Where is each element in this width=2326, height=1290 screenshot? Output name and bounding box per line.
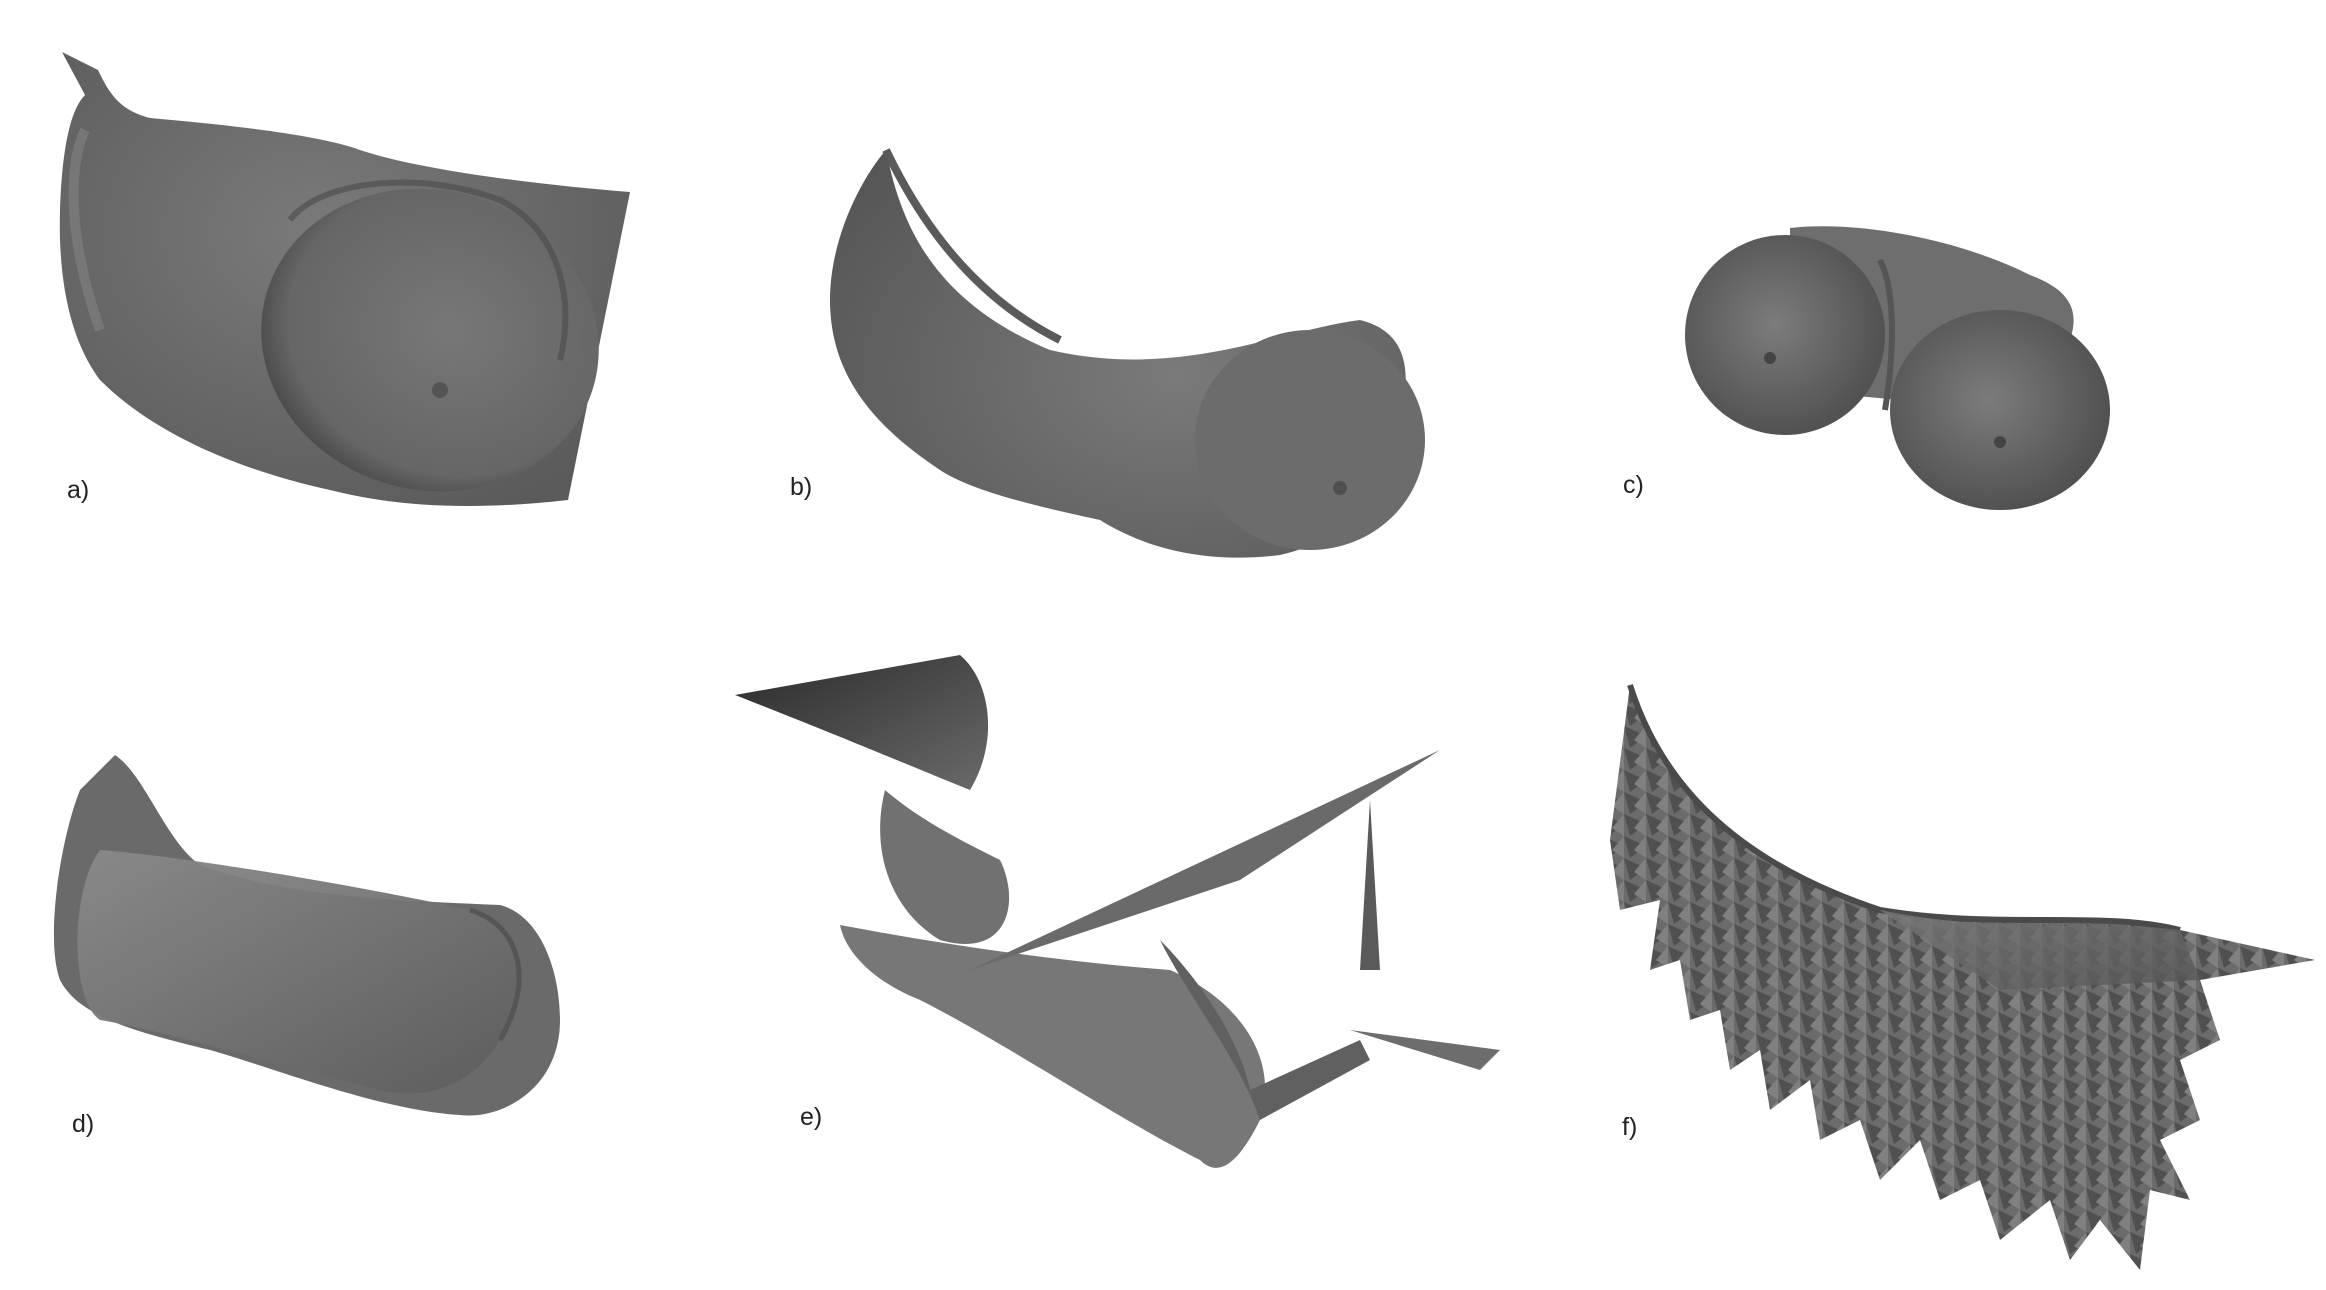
panel-a: a)	[0, 0, 700, 560]
panel-label: f)	[1622, 1113, 1638, 1141]
panel-c: c)	[1600, 180, 2200, 540]
panel-label: d)	[72, 1110, 95, 1138]
overlapping-surface-mesh-icon	[53, 755, 560, 1116]
panel-e: e)	[720, 640, 1540, 1220]
noisy-jagged-mesh-icon	[1610, 684, 2315, 1270]
panel-label: a)	[67, 476, 90, 504]
distorted-spiky-mesh-icon	[735, 655, 1500, 1168]
smooth-breast-surface-mesh-icon	[830, 148, 1425, 558]
two-lobe-breast-mesh-icon	[1685, 226, 2110, 510]
panel-f: f)	[1580, 660, 2320, 1280]
panel-d: d)	[0, 720, 620, 1160]
smooth-torso-scan-mesh-icon	[59, 52, 630, 506]
panel-b: b)	[760, 0, 1460, 580]
panel-label: b)	[790, 473, 813, 501]
panel-label: c)	[1623, 471, 1644, 499]
panel-label: e)	[800, 1103, 823, 1131]
